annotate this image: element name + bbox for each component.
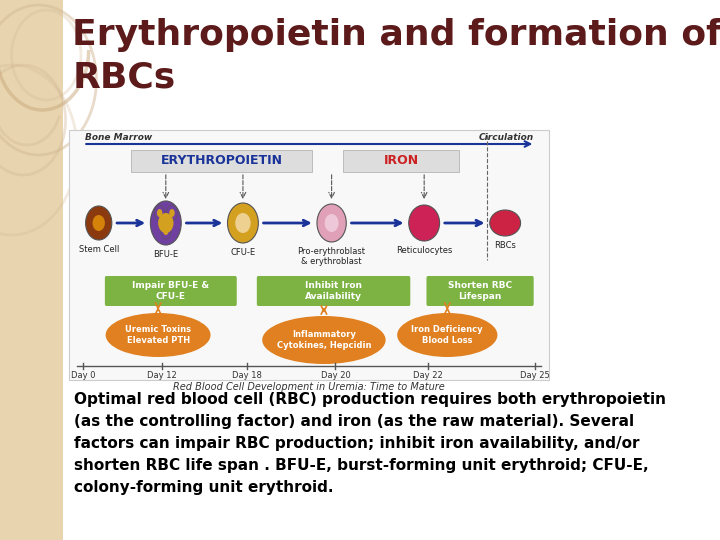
Text: (as the controlling factor) and iron (as the raw material). Several: (as the controlling factor) and iron (as…: [74, 414, 634, 429]
Text: Day 25: Day 25: [521, 371, 550, 380]
Ellipse shape: [106, 313, 210, 357]
Ellipse shape: [235, 213, 251, 233]
Text: shorten RBC life span . BFU-E, burst-forming unit erythroid; CFU-E,: shorten RBC life span . BFU-E, burst-for…: [74, 458, 649, 473]
Text: Optimal red blood cell (RBC) production requires both erythropoietin: Optimal red blood cell (RBC) production …: [74, 392, 666, 407]
Text: Day 18: Day 18: [232, 371, 262, 380]
FancyBboxPatch shape: [105, 276, 237, 306]
Text: CFU-E: CFU-E: [230, 248, 256, 257]
Text: Inflammatory
Cytokines, Hepcidin: Inflammatory Cytokines, Hepcidin: [276, 330, 372, 350]
Text: IRON: IRON: [384, 154, 418, 167]
Text: Inhibit Iron
Availability: Inhibit Iron Availability: [305, 281, 362, 301]
Text: RBCs: RBCs: [73, 60, 176, 94]
Text: Day 22: Day 22: [413, 371, 443, 380]
Ellipse shape: [262, 316, 386, 364]
Text: RBCs: RBCs: [494, 241, 516, 250]
Bar: [131, 150, 312, 172]
Text: ERYTHROPOIETIN: ERYTHROPOIETIN: [161, 154, 283, 167]
Text: Shorten RBC
Lifespan: Shorten RBC Lifespan: [448, 281, 512, 301]
Text: Reticulocytes: Reticulocytes: [396, 246, 452, 255]
Bar: [0, 0, 63, 540]
Text: Day 12: Day 12: [147, 371, 177, 380]
Ellipse shape: [228, 203, 258, 243]
Text: BFU-E: BFU-E: [153, 250, 179, 259]
Ellipse shape: [325, 214, 338, 232]
Ellipse shape: [161, 223, 171, 239]
FancyBboxPatch shape: [426, 276, 534, 306]
Ellipse shape: [169, 209, 175, 217]
Bar: [69, 130, 549, 380]
Text: Bone Marrow: Bone Marrow: [85, 133, 152, 142]
Ellipse shape: [490, 210, 521, 236]
Text: Day 0: Day 0: [71, 371, 96, 380]
Ellipse shape: [158, 213, 174, 233]
Text: Pro-erythroblast
& erythroblast: Pro-erythroblast & erythroblast: [297, 247, 366, 266]
Ellipse shape: [163, 227, 168, 235]
Ellipse shape: [86, 206, 112, 240]
Text: Circulation: Circulation: [479, 133, 534, 142]
Ellipse shape: [157, 209, 162, 217]
Text: Red Blood Cell Development in Uremia: Time to Mature: Red Blood Cell Development in Uremia: Ti…: [174, 382, 445, 392]
Ellipse shape: [93, 215, 105, 231]
Text: colony-forming unit erythroid.: colony-forming unit erythroid.: [74, 480, 333, 495]
Ellipse shape: [154, 205, 165, 221]
Text: Impair BFU-E &
CFU-E: Impair BFU-E & CFU-E: [132, 281, 210, 301]
Text: Day 20: Day 20: [320, 371, 351, 380]
Text: factors can impair RBC production; inhibit iron availability, and/or: factors can impair RBC production; inhib…: [74, 436, 639, 451]
Ellipse shape: [166, 205, 177, 221]
FancyBboxPatch shape: [257, 276, 410, 306]
Ellipse shape: [397, 313, 498, 357]
Ellipse shape: [317, 204, 346, 242]
Ellipse shape: [150, 201, 181, 245]
Text: Stem Cell: Stem Cell: [78, 245, 119, 254]
Text: Erythropoietin and formation of: Erythropoietin and formation of: [73, 18, 720, 52]
Text: Iron Deficiency
Blood Loss: Iron Deficiency Blood Loss: [412, 325, 483, 345]
Bar: [343, 150, 459, 172]
Ellipse shape: [409, 205, 440, 241]
Text: Uremic Toxins
Elevated PTH: Uremic Toxins Elevated PTH: [125, 325, 191, 345]
